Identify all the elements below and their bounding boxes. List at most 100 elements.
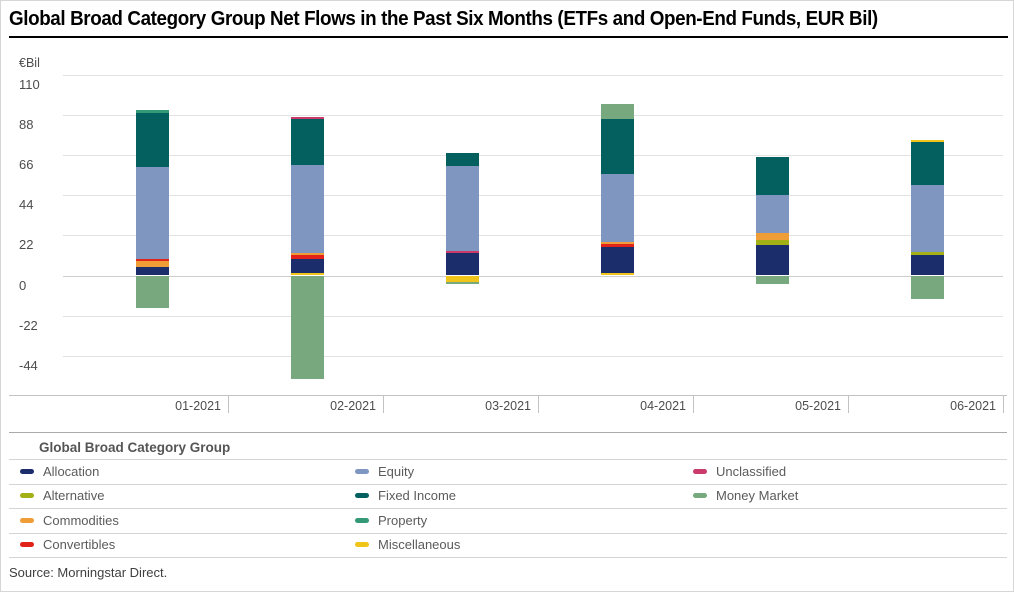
legend-swatch-icon <box>20 517 34 523</box>
legend-item-label: Commodities <box>43 512 119 528</box>
y-tick-label: -22 <box>19 317 38 333</box>
bar-segment-allocation <box>291 258 324 274</box>
x-axis-label: 03-2021 <box>485 399 531 413</box>
bar-segment-unclassified <box>291 116 324 119</box>
bar-segment-equity <box>601 173 634 242</box>
bar-segment-fixed-income <box>291 118 324 165</box>
gridline-88 <box>63 115 1003 117</box>
x-axis-label: 06-2021 <box>950 399 996 413</box>
x-axis-line <box>9 395 1007 396</box>
gridline-66 <box>63 155 1003 157</box>
legend-swatch-icon <box>693 493 707 498</box>
bar-segment-commodities <box>756 233 789 241</box>
x-axis-tick <box>538 395 539 413</box>
x-axis-label: 01-2021 <box>175 399 221 413</box>
bar-segment-convertibles <box>136 259 169 262</box>
bar-segment-fixed-income <box>911 141 944 185</box>
y-tick-label: 110 <box>19 77 40 92</box>
bar-segment-equity <box>136 166 169 260</box>
legend-swatch-icon <box>355 493 369 498</box>
bar-segment-money-market <box>601 103 634 119</box>
legend-item-label: Allocation <box>43 463 100 479</box>
gridline-44 <box>63 195 1003 197</box>
bar-segment-money-market <box>911 275 944 300</box>
x-axis-label: 05-2021 <box>795 399 841 413</box>
bar-segment-alternative <box>911 251 944 255</box>
legend-item-label: Miscellaneous <box>378 537 461 552</box>
bar-segment-equity <box>446 165 479 251</box>
bar-segment-miscellaneous <box>446 275 479 283</box>
gridline-110 <box>63 75 1003 76</box>
bar-segment-allocation <box>136 267 169 276</box>
bar-segment-money-market <box>136 275 169 309</box>
legend-item-label: Convertibles <box>43 537 116 552</box>
gridline--22 <box>63 315 1003 317</box>
y-tick-label: 0 <box>19 277 27 293</box>
x-axis-tick <box>1003 395 1004 413</box>
bar-segment-unclassified <box>446 250 479 253</box>
legend-row-divider <box>9 508 1007 509</box>
source-attribution: Source: Morningstar Direct. <box>9 565 168 580</box>
legend-item-alternative: Alternative <box>20 484 104 508</box>
legend-row-divider <box>9 459 1007 460</box>
legend-title: Global Broad Category Group <box>39 440 231 455</box>
y-tick-label: 88 <box>19 117 34 133</box>
bar-segment-money-market <box>446 282 479 285</box>
bar-segment-convertibles <box>601 244 634 247</box>
legend-swatch-icon <box>355 468 369 474</box>
bar-segment-alternative <box>756 240 789 246</box>
chart-title: Global Broad Category Group Net Flows in… <box>9 8 878 30</box>
bar-segment-fixed-income <box>136 112 169 167</box>
gridline--44 <box>63 355 1003 357</box>
bar-segment-allocation <box>446 252 479 276</box>
legend-item-label: Unclassified <box>716 463 787 479</box>
legend-swatch-icon <box>20 493 34 498</box>
bar-segment-equity <box>756 194 789 234</box>
legend-item-convertibles: Convertibles <box>20 533 115 557</box>
bar-segment-money-market <box>291 275 324 380</box>
legend-item-label: Property <box>378 512 428 528</box>
chart-title-underline: Global Broad Category Group Net Flows in… <box>9 8 1008 38</box>
gridline-22 <box>63 235 1003 237</box>
legend-divider <box>9 432 1007 433</box>
bar-segment-property <box>136 109 169 113</box>
bar-segment-allocation <box>601 246 634 273</box>
legend-swatch-icon <box>20 542 34 547</box>
bar-segment-commodities <box>601 241 634 245</box>
bar-segment-fixed-income <box>446 152 479 166</box>
bar-segment-commodities <box>136 261 169 268</box>
legend-row-divider <box>9 532 1007 534</box>
x-axis-label: 04-2021 <box>640 399 686 413</box>
legend-item-miscellaneous: Miscellaneous <box>355 533 460 557</box>
bar-segment-equity <box>911 184 944 252</box>
bar-segment-money-market <box>756 275 789 285</box>
y-tick-label: -44 <box>19 357 38 373</box>
bar-segment-miscellaneous <box>911 139 944 142</box>
legend-item-money-market: Money Market <box>693 484 798 508</box>
legend-item-label: Money Market <box>716 488 799 503</box>
bar-segment-fixed-income <box>601 118 634 174</box>
x-axis-tick <box>383 395 384 413</box>
legend-item-allocation: Allocation <box>20 459 99 483</box>
legend-item-fixed-income: Fixed Income <box>355 484 456 508</box>
bar-segment-convertibles <box>291 255 324 259</box>
legend-swatch-icon <box>355 542 369 547</box>
x-axis-tick <box>848 395 849 413</box>
bar-segment-commodities <box>291 252 324 256</box>
y-tick-label: 44 <box>19 197 34 213</box>
legend-row-divider <box>9 483 1007 485</box>
legend-swatch-icon <box>693 468 707 474</box>
x-axis-label: 02-2021 <box>330 399 376 413</box>
bar-segment-miscellaneous <box>291 273 324 276</box>
gridline-0 <box>63 275 1003 277</box>
bar-segment-allocation <box>911 254 944 276</box>
legend-item-unclassified: Unclassified <box>693 459 786 483</box>
bar-segment-allocation <box>756 245 789 276</box>
x-axis-tick <box>228 395 229 413</box>
legend-swatch-icon <box>355 517 369 523</box>
legend-item-equity: Equity <box>355 459 414 483</box>
bar-segment-equity <box>291 164 324 253</box>
bar-segment-fixed-income <box>756 157 789 195</box>
legend-item-label: Fixed Income <box>378 488 457 503</box>
